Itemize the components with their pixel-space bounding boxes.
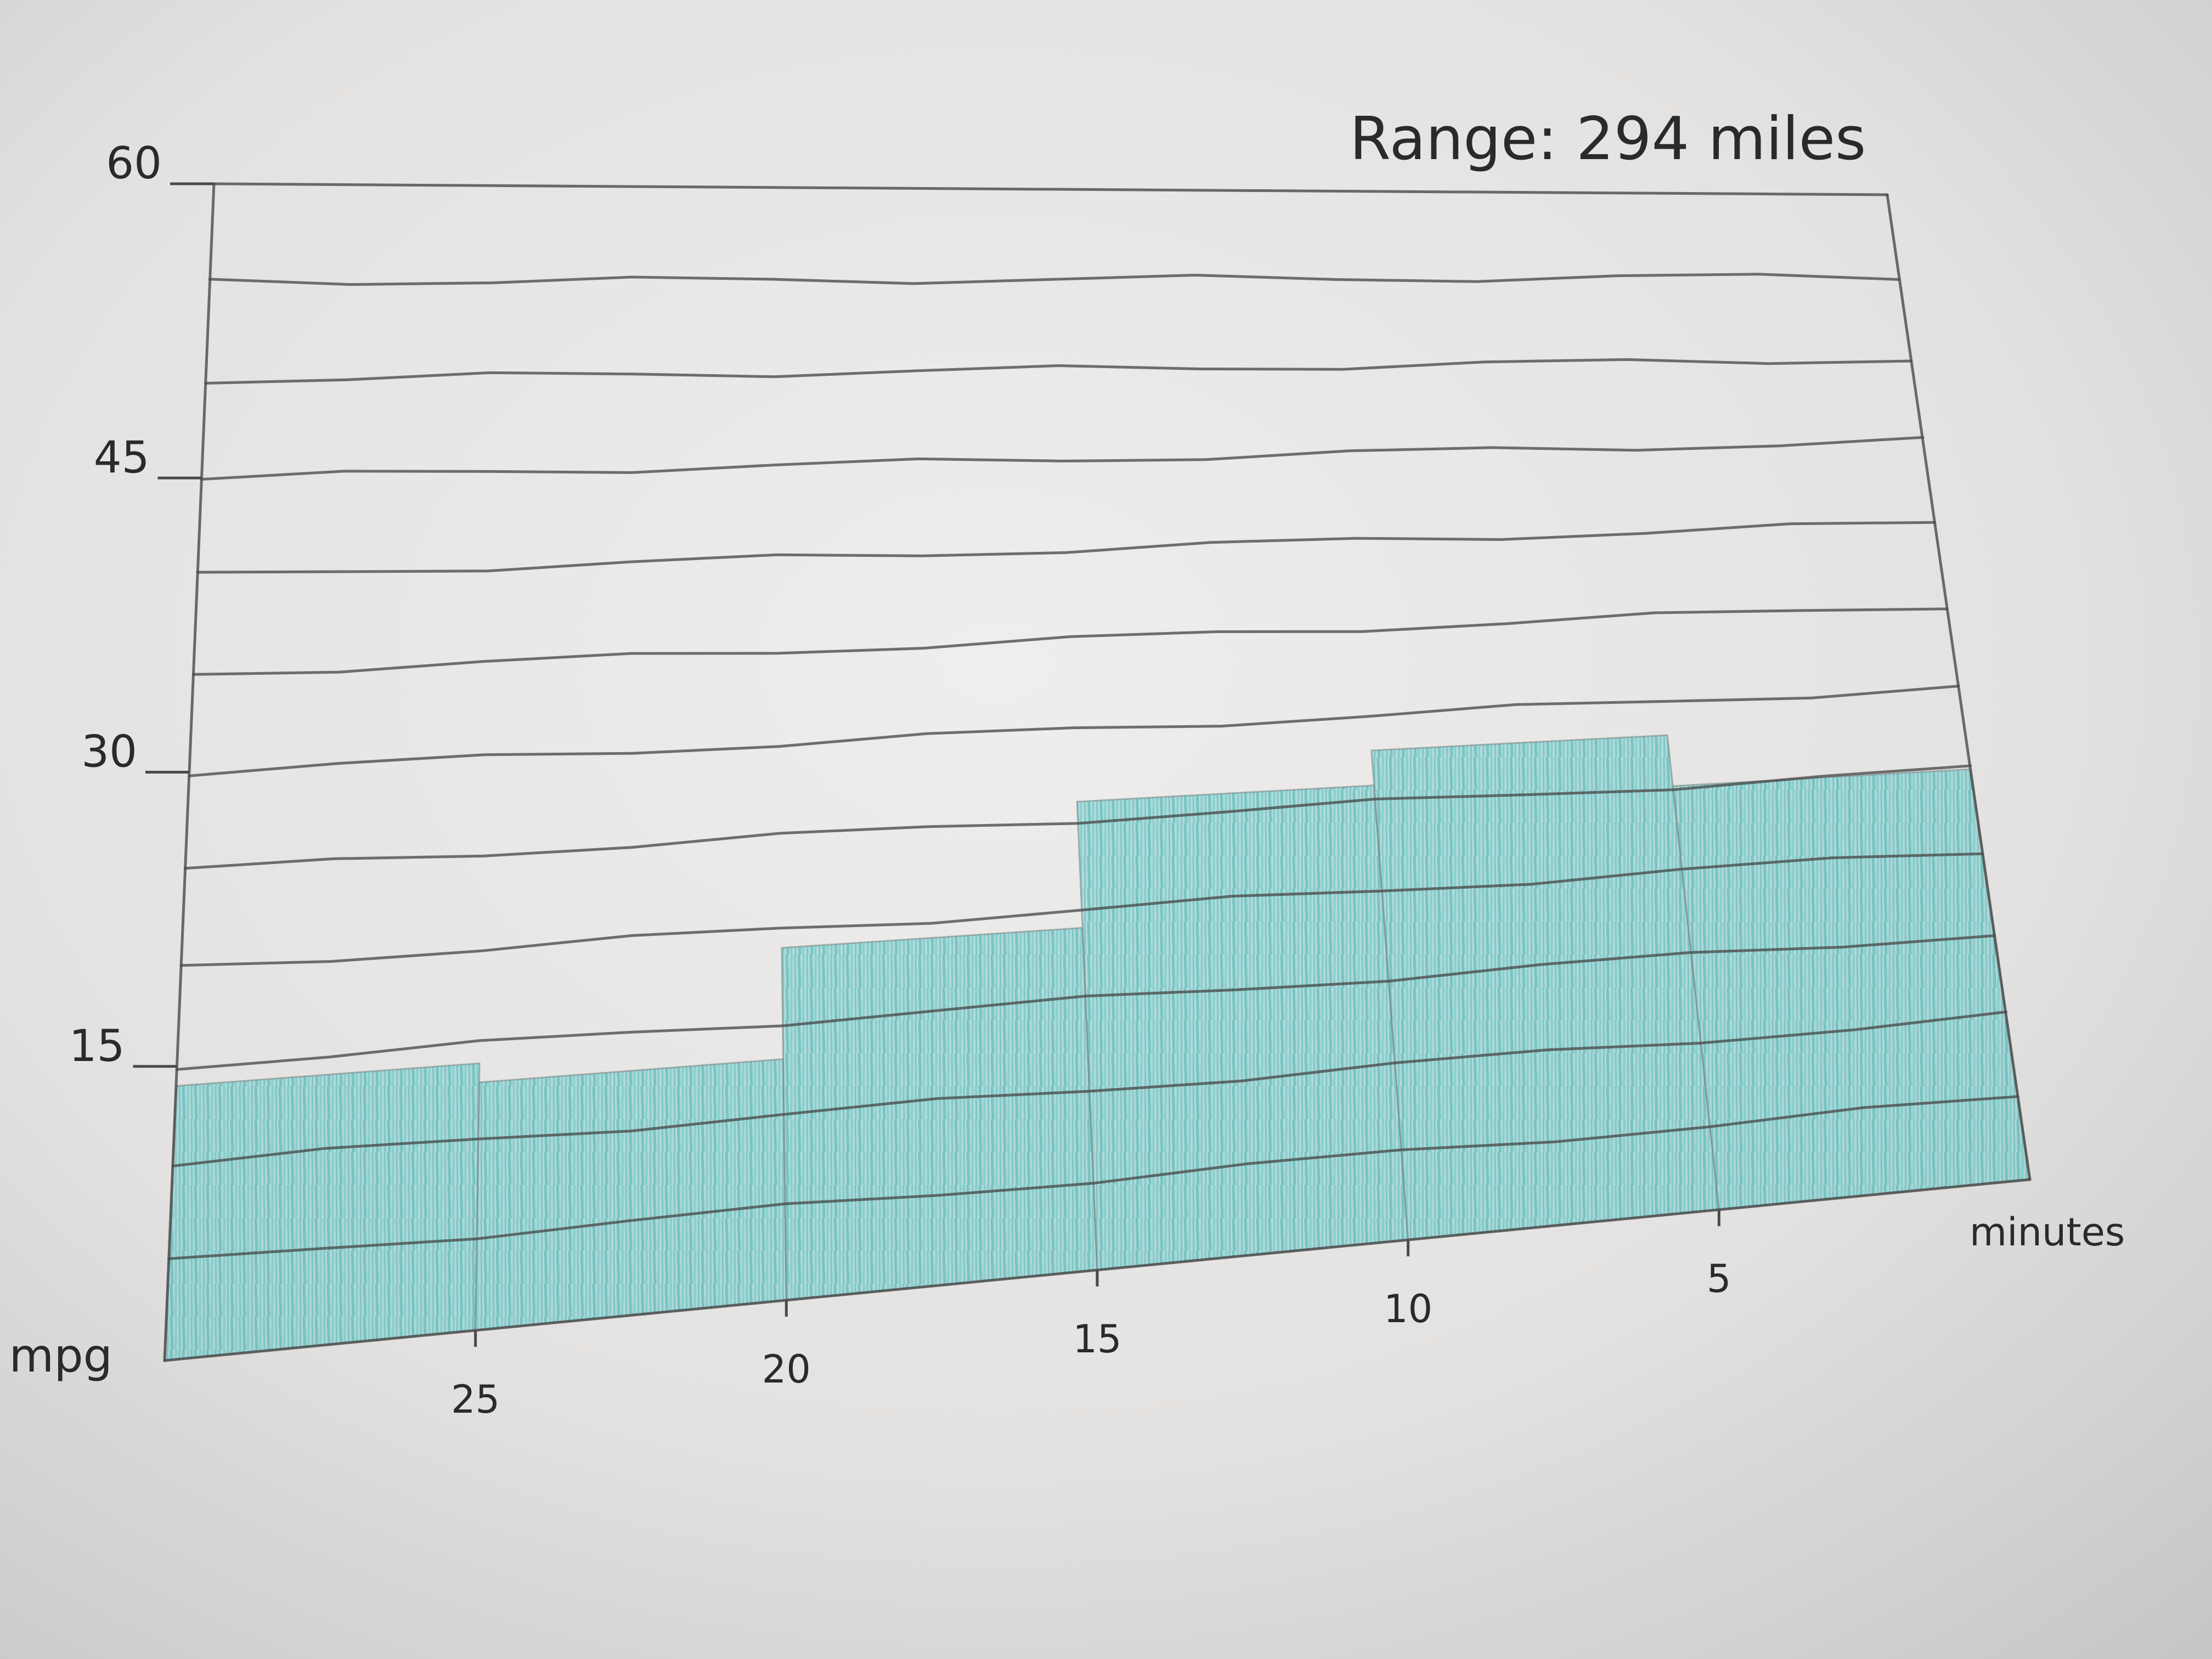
bar-1 xyxy=(163,1062,481,1362)
gridline xyxy=(208,273,1901,286)
gridline xyxy=(204,358,1912,385)
gridline xyxy=(200,436,1925,481)
y-tick-label: 60 xyxy=(106,138,162,189)
gridline xyxy=(171,1011,2008,1167)
y-tick-label: 15 xyxy=(69,1020,125,1071)
gridline xyxy=(192,607,1948,676)
x-axis-label: minutes xyxy=(1970,1210,2125,1255)
y-axis-ticks: 15 30 45 60 xyxy=(69,138,214,1071)
x-axis-ticks: 25 20 15 10 5 xyxy=(451,1210,1731,1422)
gridline xyxy=(179,852,1984,967)
x-tick-label: 5 xyxy=(1707,1256,1731,1301)
x-tick-label: 25 xyxy=(451,1377,500,1422)
x-tick-label: 10 xyxy=(1384,1286,1432,1331)
bars-layer xyxy=(163,734,2031,1362)
bar-5 xyxy=(1370,734,1720,1241)
gridline xyxy=(196,521,1937,574)
gridline xyxy=(167,1095,2019,1260)
x-tick-label: 15 xyxy=(1073,1317,1121,1362)
gridline xyxy=(176,934,1996,1071)
gridline xyxy=(184,764,1972,870)
chart-title: Range: 294 miles xyxy=(1350,105,1866,173)
y-tick-label: 30 xyxy=(81,726,137,777)
y-tick-label: 45 xyxy=(94,432,150,483)
gridline xyxy=(188,685,1960,777)
x-tick-label: 20 xyxy=(762,1347,811,1392)
bar-2 xyxy=(475,1058,787,1331)
y-axis-label: mpg xyxy=(9,1329,112,1383)
gridlines xyxy=(167,273,2019,1260)
bar-4 xyxy=(1076,785,1409,1271)
bar-3 xyxy=(781,927,1098,1301)
bar-6 xyxy=(1672,768,2031,1211)
top-border xyxy=(212,182,1889,196)
right-border xyxy=(1886,193,2032,1181)
